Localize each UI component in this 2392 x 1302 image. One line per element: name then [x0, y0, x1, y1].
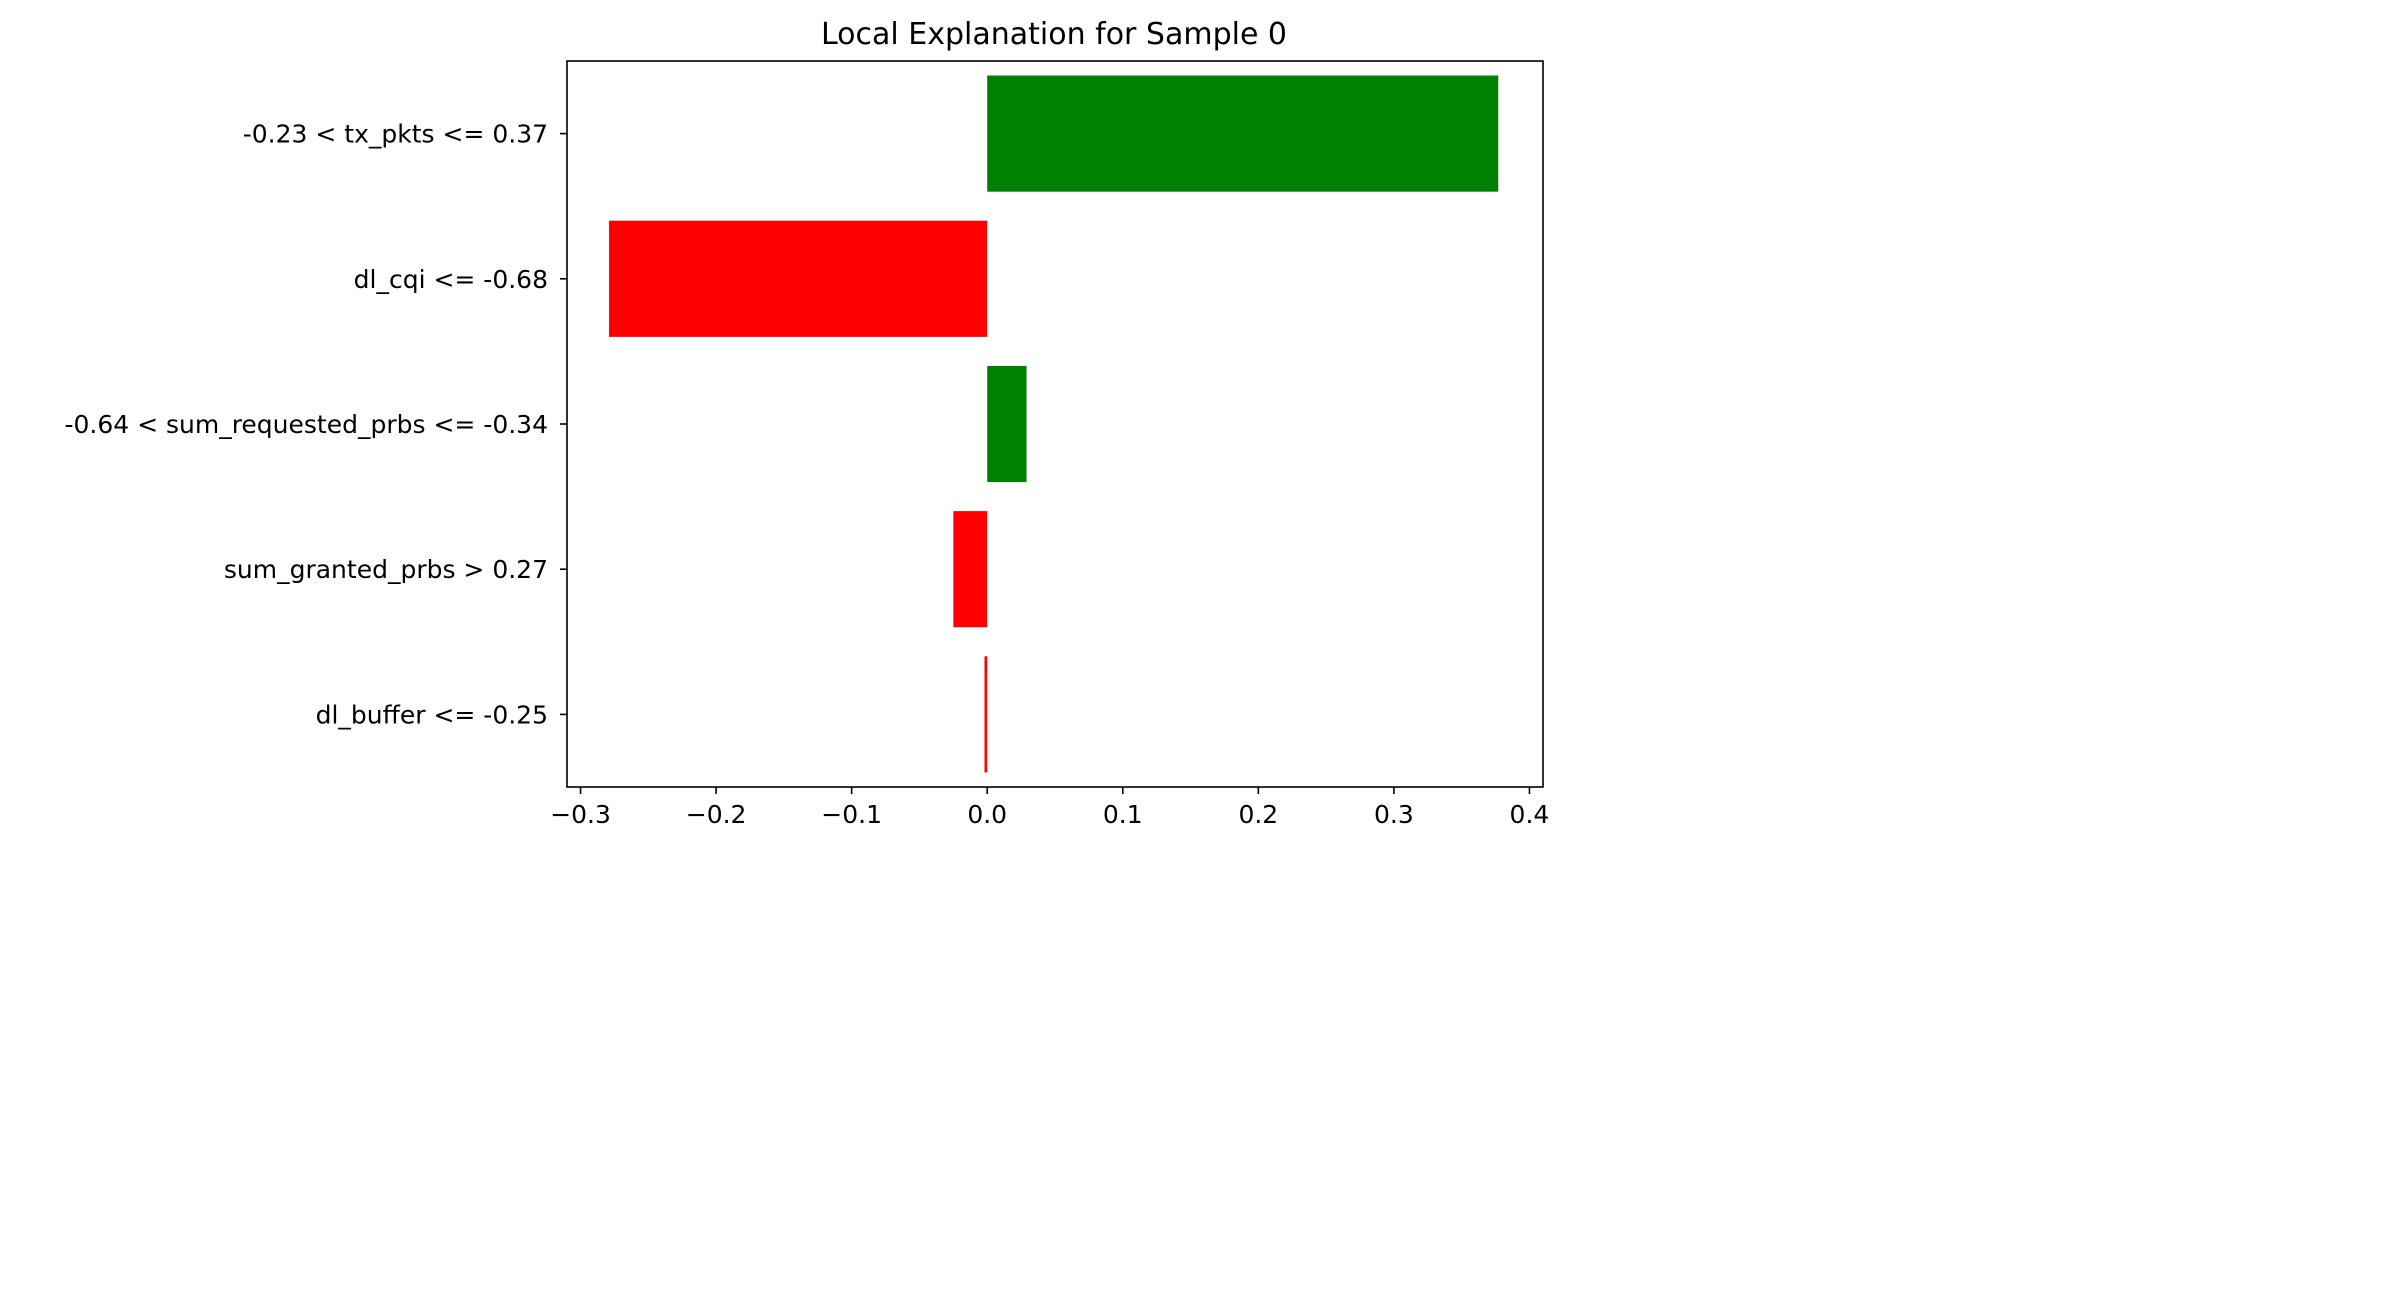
y-tick-label-3: sum_granted_prbs > 0.27	[224, 555, 548, 584]
bars-group	[609, 75, 1499, 773]
x-tick-label-7: 0.4	[1510, 800, 1550, 829]
bar-2	[987, 365, 1027, 483]
x-tick-label-5: 0.2	[1238, 800, 1278, 829]
x-tick-label-6: 0.3	[1374, 800, 1414, 829]
x-tick-label-1: −0.2	[686, 800, 747, 829]
chart: Local Explanation for Sample 0 -0.23 < t…	[0, 0, 1568, 854]
x-tick-label-3: 0.0	[967, 800, 1007, 829]
y-tick-label-1: dl_cqi <= -0.68	[354, 265, 548, 294]
y-tick-label-2: -0.64 < sum_requested_prbs <= -0.34	[64, 410, 548, 439]
bar-0	[987, 75, 1499, 192]
x-axis: −0.3 −0.2 −0.1 0.0 0.1 0.2 0.3 0.4	[550, 787, 1549, 829]
x-tick-label-0: −0.3	[550, 800, 611, 829]
chart-title: Local Explanation for Sample 0	[821, 17, 1287, 52]
y-axis: -0.23 < tx_pkts <= 0.37 dl_cqi <= -0.68 -0…	[64, 120, 567, 729]
bar-3	[953, 511, 988, 628]
y-tick-label-4: dl_buffer <= -0.25	[316, 700, 548, 729]
x-tick-label-4: 0.1	[1103, 800, 1143, 829]
bar-1	[609, 220, 988, 337]
x-tick-label-2: −0.1	[821, 800, 882, 829]
y-tick-label-0: -0.23 < tx_pkts <= 0.37	[243, 120, 548, 149]
bar-4	[984, 656, 988, 773]
